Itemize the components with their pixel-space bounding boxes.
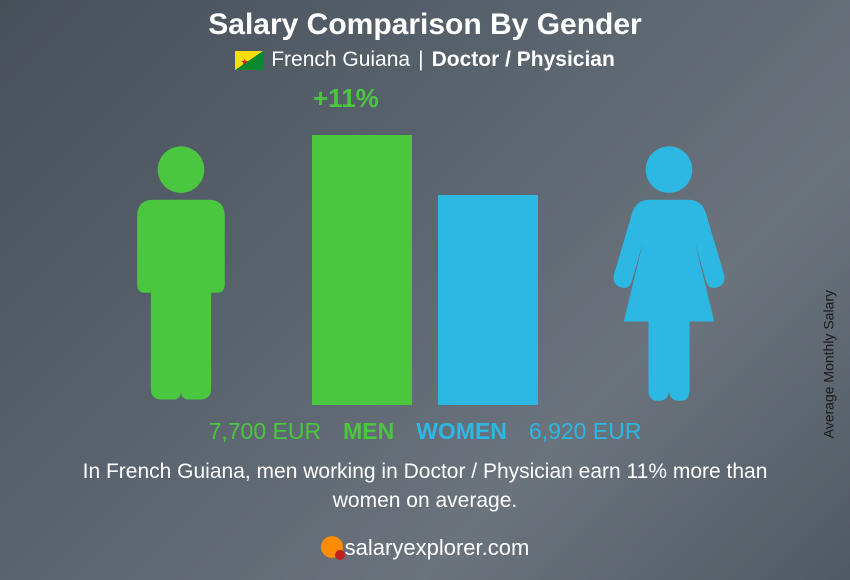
women-salary-value: 6,920 EUR (529, 418, 642, 445)
separator: | (418, 48, 423, 72)
logo-icon (321, 536, 343, 558)
comparison-chart: +11% 7,700 EUR MEN WOMEN 6,920 EUR (65, 85, 785, 445)
country-label: French Guiana (271, 48, 410, 72)
bar-men (312, 135, 412, 405)
men-label: MEN (343, 418, 394, 445)
subtitle: French Guiana | Doctor / Physician (235, 48, 615, 72)
percent-diff-label: +11% (313, 83, 379, 114)
occupation-label: Doctor / Physician (432, 48, 615, 72)
bar-women (438, 195, 538, 405)
header: Salary Comparison By Gender French Guian… (0, 0, 850, 75)
footer: salaryexplorer.com (0, 535, 850, 561)
site-name: salaryexplorer.com (345, 535, 530, 560)
male-person-icon (111, 145, 251, 405)
flag-icon (235, 51, 263, 70)
axis-labels: 7,700 EUR MEN WOMEN 6,920 EUR (65, 418, 785, 445)
men-salary-value: 7,700 EUR (209, 418, 322, 445)
women-label: WOMEN (416, 418, 507, 445)
female-person-icon (599, 145, 739, 405)
description-text: In French Guiana, men working in Doctor … (0, 457, 850, 516)
bar-group (312, 135, 538, 405)
y-axis-caption: Average Monthly Salary (820, 290, 836, 438)
page-title: Salary Comparison By Gender (0, 8, 850, 42)
